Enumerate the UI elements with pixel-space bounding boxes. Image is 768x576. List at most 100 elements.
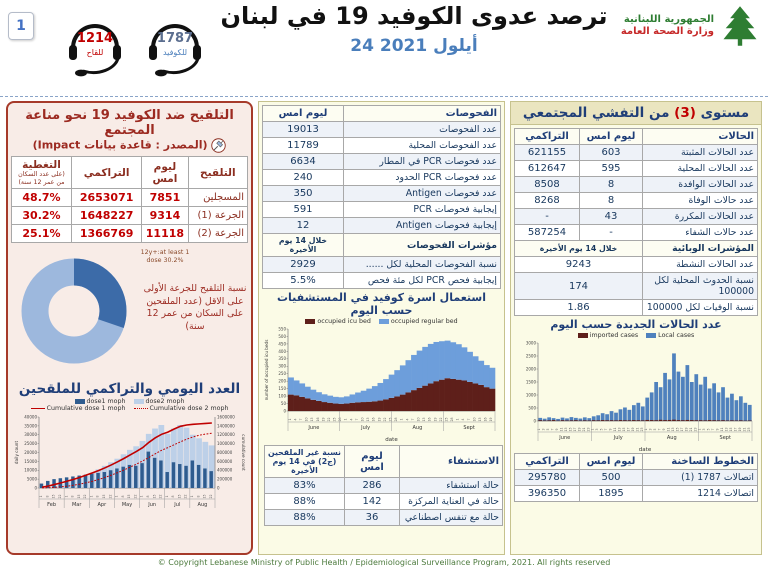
svg-text:35000: 35000	[24, 423, 37, 428]
vaccination-header-row: التلقيح ليوم امس التراكمي التغطية (على ع…	[11, 155, 249, 190]
svg-text:13: 13	[617, 427, 621, 431]
svg-text:10: 10	[361, 417, 365, 421]
svg-text:4: 4	[405, 418, 409, 420]
svg-text:13: 13	[310, 417, 314, 421]
svg-text:7: 7	[411, 418, 415, 420]
svg-text:11: 11	[613, 427, 617, 431]
svg-text:7: 7	[604, 428, 608, 430]
col-header-cumulative: التراكمي	[70, 155, 143, 190]
table-row: الجرعة (1) 9314 1648227 30.2%	[11, 206, 249, 226]
svg-text:19: 19	[489, 417, 493, 421]
table-row: عدد الحالات المثبتة 603 621155	[514, 144, 758, 161]
cell-value: 19013	[262, 121, 344, 138]
table-row: عدد فحوصات Antigen 350	[262, 185, 501, 202]
table-row: عدد الحالات المحلية 595 612647	[514, 160, 758, 177]
svg-text:600000: 600000	[217, 459, 233, 464]
col-header-vaccination: التلقيح	[187, 155, 249, 190]
svg-text:20000: 20000	[24, 450, 37, 455]
cell-value: 9243	[514, 256, 643, 273]
cell-yesterday: 8	[579, 176, 643, 193]
svg-text:June: June	[558, 435, 570, 441]
svg-text:1: 1	[190, 496, 194, 498]
svg-text:22: 22	[83, 495, 87, 499]
cell-coverage: 30.2%	[11, 206, 72, 226]
svg-text:21: 21	[742, 427, 746, 431]
svg-text:3: 3	[649, 428, 653, 430]
new-cases-legend: imported cases Local cases	[514, 332, 758, 339]
row-label: عدد الفحوصات	[343, 121, 501, 138]
svg-text:July: July	[360, 425, 370, 431]
svg-text:13: 13	[564, 427, 568, 431]
hotlines-table: الخطوط الساخنة ليوم امس التراكمي اتصالات…	[514, 453, 758, 502]
donut-caption: نسبة التلقيح للجرعة الأولى على الاقل (عد…	[143, 283, 247, 332]
svg-text:7: 7	[658, 428, 662, 430]
svg-text:22: 22	[159, 495, 163, 499]
svg-text:9: 9	[716, 428, 720, 430]
legend-item: Cumulative dose 2 moph	[133, 405, 228, 412]
vaccine-hotline-badge: 1214 للقاح	[58, 4, 132, 88]
svg-text:8: 8	[146, 496, 150, 498]
section-value: خلال 14 يوم الأخيرة	[514, 240, 643, 257]
first-dose-donut-zone: 12y+:at least 1 dose 30.2% نسبة التلقيح …	[11, 247, 248, 379]
svg-text:550: 550	[278, 326, 286, 331]
svg-text:3: 3	[542, 428, 546, 430]
svg-text:28: 28	[450, 417, 454, 421]
svg-text:19: 19	[433, 417, 437, 421]
cell-yesterday: 43	[579, 208, 643, 225]
svg-text:1: 1	[165, 496, 169, 498]
vaccination-panel: التلقيح ضد الكوفيد 19 نحو مناعة المجتمع …	[6, 101, 253, 555]
page-number: 1	[8, 12, 34, 40]
report-title: ترصد عدوى الكوفيد 19 في لبنان	[220, 2, 608, 30]
svg-text:1600000: 1600000	[217, 414, 235, 419]
coverage-label: التغطية	[22, 159, 61, 171]
cell-cumulative: 396350	[514, 485, 580, 502]
legend-item: occupied regular bed	[378, 318, 458, 325]
col-header-coverage: التغطية (على عدد السكان من عمر 12 سنة)	[11, 155, 72, 190]
svg-text:22: 22	[439, 417, 443, 421]
table-row: نسبة الفحوصات المحلية لكل ...... 2929	[262, 256, 501, 273]
table-row: عدد الحالات الوافدة 8 8508	[514, 176, 758, 193]
svg-text:19: 19	[577, 427, 581, 431]
ministry-name: الجمهورية اللبنانية وزارة الصحة العامة	[621, 14, 714, 39]
ministry-logo: الجمهورية اللبنانية وزارة الصحة العامة	[621, 4, 762, 48]
row-label: المسجلين	[187, 188, 249, 208]
table-row: عدد فحوصات PCR في المطار 6634	[262, 153, 501, 170]
svg-text:15000: 15000	[24, 459, 37, 464]
epi-indicators-section-row: المؤشرات الوبائية خلال 14 يوم الأخيرة	[514, 240, 758, 257]
tests-indicators-section-row: مؤشرات الفحوصات خلال 14 يوم الأخيرة	[262, 233, 501, 257]
svg-text:1: 1	[140, 496, 144, 498]
svg-text:11: 11	[720, 427, 724, 431]
row-label: عدد فحوصات PCR الحدود	[343, 169, 501, 186]
svg-text:7: 7	[467, 418, 471, 420]
svg-text:4: 4	[461, 418, 465, 420]
col-header-yesterday: ليوم امس	[579, 453, 643, 470]
svg-text:8: 8	[71, 496, 75, 498]
svg-text:15: 15	[177, 495, 181, 499]
cell-cumulative: 621155	[514, 144, 580, 161]
cell-value: 36	[344, 509, 400, 526]
svg-text:30000: 30000	[24, 432, 37, 437]
cell-value: 286	[344, 477, 400, 494]
svg-text:17: 17	[626, 427, 630, 431]
svg-text:7: 7	[299, 418, 303, 420]
cell-cumulative: 1648227	[70, 206, 143, 226]
row-label: عدد الحالات النشطة	[642, 256, 758, 273]
svg-text:19: 19	[377, 417, 381, 421]
row-label: عدد فحوصات PCR في المطار	[343, 153, 501, 170]
svg-text:13: 13	[478, 417, 482, 421]
svg-text:4: 4	[349, 418, 353, 420]
svg-text:Apr: Apr	[98, 502, 108, 508]
row-label: حالة استشفاء	[399, 477, 503, 494]
svg-text:3: 3	[595, 428, 599, 430]
svg-text:1500: 1500	[526, 379, 537, 384]
svg-text:number of occupied icu beds: number of occupied icu beds	[264, 340, 269, 401]
table-row: حالة استشفاء 286 83%	[264, 477, 503, 494]
row-label: الجرعة (1)	[187, 206, 249, 226]
table-row: عدد الفحوصات 19013	[262, 121, 501, 138]
svg-text:22: 22	[184, 495, 188, 499]
row-label: إيجابية فحوصات PCR	[343, 201, 501, 218]
svg-text:10: 10	[305, 417, 309, 421]
svg-text:5000: 5000	[27, 477, 38, 482]
svg-text:1: 1	[456, 418, 460, 420]
svg-text:5: 5	[600, 428, 604, 430]
